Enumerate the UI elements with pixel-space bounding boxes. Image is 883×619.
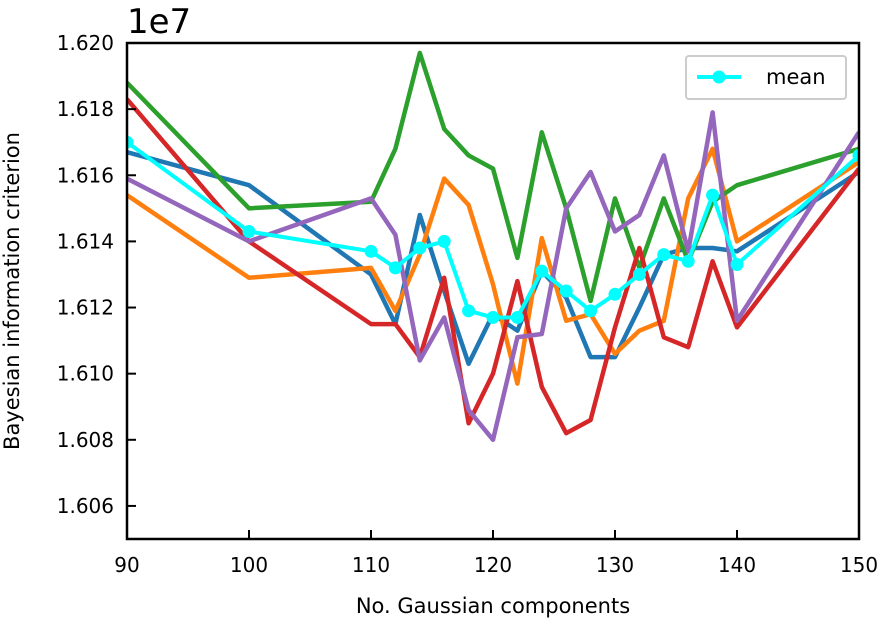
y-tick-label: 1.614	[57, 229, 114, 253]
x-tick-label: 110	[352, 553, 390, 577]
x-tick-label: 100	[230, 553, 268, 577]
mean-point	[852, 148, 859, 162]
offset-label: 1e7	[127, 2, 191, 42]
series-line-5	[127, 110, 859, 443]
legend: mean	[685, 55, 847, 100]
series-line-2	[127, 146, 859, 386]
mean-point	[681, 254, 695, 268]
y-tick-label: 1.616	[57, 163, 114, 187]
series-layer	[127, 50, 859, 443]
mean-point	[584, 304, 598, 318]
mean-point	[437, 234, 451, 248]
legend-mean-marker	[712, 70, 726, 84]
mean-point	[706, 188, 720, 202]
mean-point	[127, 135, 134, 149]
y-tick-label: 1.620	[57, 31, 114, 55]
legend-mean-label: mean	[766, 65, 826, 89]
x-tick-label: 90	[114, 553, 139, 577]
mean-point	[535, 264, 549, 278]
y-tick-label: 1.612	[57, 296, 114, 320]
mean-point	[657, 248, 671, 262]
y-tick-label: 1.610	[57, 362, 114, 386]
series-line-4	[127, 97, 859, 436]
mean-point	[242, 224, 256, 238]
y-tick-label: 1.608	[57, 428, 114, 452]
mean-point	[462, 304, 476, 318]
x-tick-label: 130	[596, 553, 634, 577]
ticks-layer: 90 100 110 120 130 140 150 1.606 1.608 1.610 1.612…	[57, 31, 878, 577]
y-tick-label: 1.606	[57, 494, 114, 518]
mean-point	[388, 261, 402, 275]
mean-point	[486, 310, 500, 324]
x-tick-label: 150	[840, 553, 878, 577]
legend-frame	[685, 55, 847, 100]
x-tick-label: 140	[718, 553, 756, 577]
mean-point	[730, 258, 744, 272]
mean-point	[510, 310, 524, 324]
mean-point	[364, 244, 378, 258]
y-axis-label: Bayesian information criterion	[0, 132, 24, 450]
x-axis-label: No. Gaussian components	[356, 594, 630, 618]
mean-point	[559, 284, 573, 298]
y-tick-label: 1.618	[57, 97, 114, 121]
mean-point	[608, 287, 622, 301]
mean-point	[413, 241, 427, 255]
mean-point	[632, 267, 646, 281]
x-tick-label: 120	[474, 553, 512, 577]
